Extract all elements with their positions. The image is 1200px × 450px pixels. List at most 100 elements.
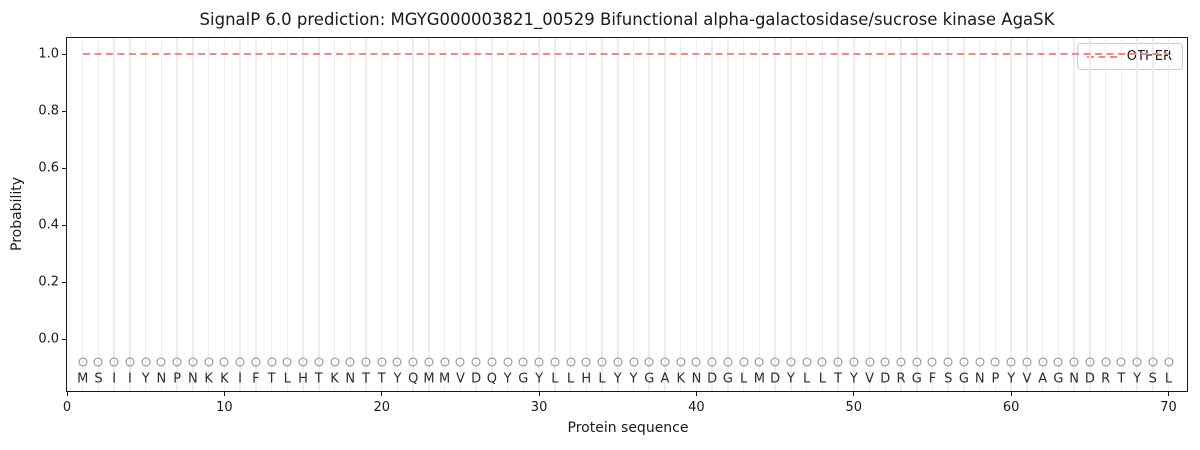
- gridline: [1136, 38, 1138, 391]
- residue-marker-circle: [471, 357, 481, 367]
- residue-letter: L: [1164, 371, 1173, 387]
- gridline: [144, 38, 147, 391]
- residue-marker-circle: [330, 357, 340, 367]
- gridline: [916, 38, 918, 391]
- gridline: [900, 38, 902, 391]
- gridline: [255, 38, 257, 391]
- y-tick-mark: [62, 338, 66, 340]
- gridline: [790, 38, 792, 391]
- y-tick-mark: [62, 167, 66, 169]
- y-tick-label: 0.2: [38, 274, 59, 290]
- residue-letter: D: [471, 371, 482, 387]
- legend-box: OTHER: [1076, 43, 1183, 70]
- residue-letter: N: [691, 371, 702, 387]
- residue-marker-circle: [78, 357, 88, 367]
- x-tick-mark: [1168, 392, 1170, 396]
- residue-letter: F: [252, 371, 260, 387]
- residue-letter: H: [298, 371, 308, 387]
- x-tick-label: 40: [688, 400, 705, 415]
- x-tick-label: 70: [1160, 400, 1177, 415]
- residue-marker-circle: [455, 357, 465, 367]
- residue-marker-circle: [267, 357, 277, 367]
- residue-letter: L: [740, 371, 748, 387]
- gridline: [1152, 38, 1154, 391]
- legend-dashed-line-icon: [1086, 55, 1119, 58]
- y-axis-label: Probability: [9, 176, 25, 252]
- gridline: [1073, 38, 1075, 391]
- residue-letter: N: [974, 371, 985, 387]
- residue-marker-circle: [644, 357, 654, 367]
- gridline: [711, 38, 713, 391]
- residue-letter: V: [1022, 371, 1032, 387]
- residue-letter: Y: [535, 371, 544, 387]
- gridline: [758, 38, 761, 391]
- residue-letter: G: [958, 371, 970, 387]
- x-tick-mark: [853, 392, 855, 396]
- residue-letter: M: [77, 371, 89, 387]
- residue-marker-circle: [141, 357, 151, 367]
- residue-letter: T: [834, 371, 843, 387]
- residue-marker-circle: [597, 357, 607, 367]
- gridline: [522, 38, 525, 391]
- gridline: [585, 38, 588, 391]
- residue-marker-circle: [927, 357, 937, 367]
- gridline: [459, 38, 462, 391]
- residue-marker-circle: [392, 357, 402, 367]
- x-tick-label: 50: [845, 400, 863, 415]
- residue-letter: I: [112, 371, 117, 387]
- residue-letter: I: [128, 371, 132, 387]
- residue-letter: R: [1101, 371, 1111, 387]
- y-tick-mark: [62, 224, 66, 226]
- residue-letter: L: [802, 371, 811, 387]
- residue-marker-circle: [1085, 357, 1095, 367]
- residue-letter: D: [1084, 371, 1095, 387]
- gridline: [286, 38, 289, 391]
- gridline: [223, 38, 226, 391]
- gridline: [160, 38, 163, 391]
- residue-marker-circle: [408, 357, 418, 367]
- series-line-other: [82, 53, 1169, 55]
- residue-letter: T: [377, 371, 386, 387]
- gridline: [931, 38, 934, 391]
- gridline: [601, 38, 603, 391]
- residue-marker-circle: [802, 357, 812, 367]
- gridline: [569, 38, 572, 391]
- residue-marker-circle: [172, 357, 182, 367]
- gridline: [506, 38, 509, 391]
- residue-letter: S: [94, 371, 103, 387]
- x-tick-label: 0: [62, 400, 72, 415]
- residue-marker-circle: [440, 357, 450, 367]
- gridline: [302, 38, 304, 391]
- residue-letter: M: [439, 371, 451, 387]
- y-tick-mark: [62, 110, 66, 112]
- residue-marker-circle: [833, 357, 843, 367]
- residue-letter: Y: [141, 371, 150, 387]
- residue-letter: K: [676, 371, 685, 387]
- residue-marker-circle: [629, 357, 638, 367]
- gridline: [97, 38, 100, 391]
- gridline: [821, 38, 824, 391]
- residue-letter: P: [991, 371, 1000, 387]
- gridline: [396, 38, 399, 391]
- residue-letter: N: [188, 371, 198, 387]
- gridline: [648, 38, 650, 391]
- x-tick-mark: [538, 392, 540, 396]
- x-tick-mark: [695, 392, 697, 396]
- gridline: [742, 38, 745, 391]
- gridline: [81, 38, 84, 391]
- residue-marker-circle: [345, 357, 355, 367]
- gridline: [868, 38, 871, 391]
- gridline: [884, 38, 887, 391]
- gridline: [1104, 38, 1107, 391]
- residue-letter: D: [770, 371, 781, 387]
- residue-marker-circle: [1069, 357, 1079, 367]
- residue-marker-circle: [1101, 357, 1111, 367]
- residue-marker-circle: [723, 357, 733, 367]
- gridline: [947, 38, 949, 391]
- residue-letter: Y: [1133, 371, 1142, 387]
- residue-marker-circle: [786, 357, 796, 367]
- gridline: [270, 38, 273, 391]
- residue-letter: Y: [393, 371, 402, 387]
- residue-marker-circle: [282, 357, 292, 367]
- residue-marker-circle: [707, 357, 717, 367]
